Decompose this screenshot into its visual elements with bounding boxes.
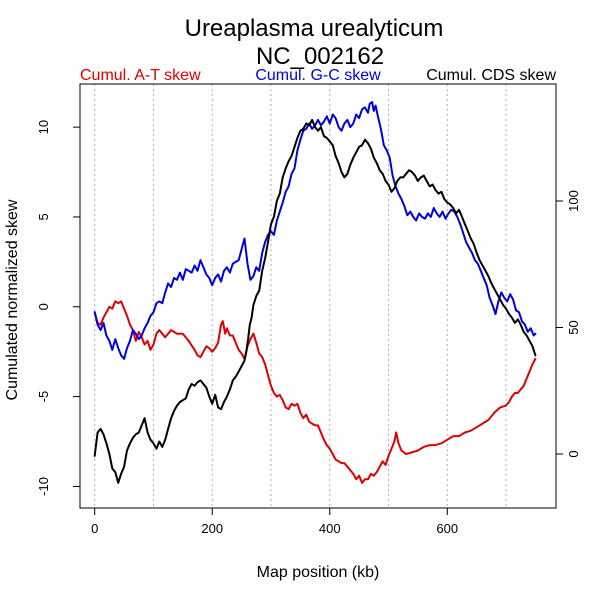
plot-frame xyxy=(79,83,557,509)
legend-gc-skew: Cumul. G-C skew xyxy=(255,67,381,84)
y-tick-label--10: -10 xyxy=(36,477,51,496)
legend-cds-skew: Cumul. CDS skew xyxy=(426,67,556,84)
series-line-cumul-g-c-skew xyxy=(93,101,537,360)
x-axis-label: Map position (kb) xyxy=(257,564,380,581)
x-tick-label-400: 400 xyxy=(319,521,341,536)
x-tick-label-0: 0 xyxy=(91,521,98,536)
series-group xyxy=(93,101,537,484)
y-tick-label--5: -5 xyxy=(36,391,51,403)
x-tick-label-600: 600 xyxy=(436,521,458,536)
series-line-cumul-cds-skew xyxy=(93,118,537,484)
chart-title: Ureaplasma urealyticum xyxy=(185,15,444,42)
y-tick-label-5: 5 xyxy=(36,213,51,220)
right-tick-label-50: 50 xyxy=(566,320,581,334)
x-tick-label-200: 200 xyxy=(201,521,223,536)
y-axis-label: Cumulated normalized skew xyxy=(4,199,21,400)
vertical-grid xyxy=(94,84,507,508)
y-tick-label-10: 10 xyxy=(36,120,51,134)
right-tick-label-100: 100 xyxy=(566,190,581,212)
chart-subtitle: NC_002162 xyxy=(256,43,384,70)
y-tick-label-0: 0 xyxy=(36,303,51,310)
right-tick-label-0: 0 xyxy=(566,450,581,457)
series-line-cumul-a-t-skew xyxy=(93,300,537,484)
legend-at-skew: Cumul. A-T skew xyxy=(80,67,201,84)
